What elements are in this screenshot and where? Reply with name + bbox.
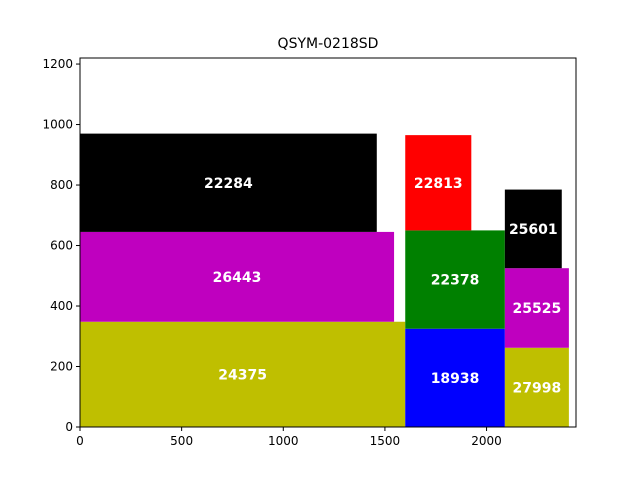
boxes-layer [80,133,569,427]
box-0 [80,321,406,427]
x-tick-label-1: 500 [170,434,193,448]
y-tick-label-3: 600 [50,239,73,253]
x-tick-label-3: 1500 [370,434,401,448]
x-tick-label-4: 2000 [471,434,502,448]
axes: 0 500 1000 1500 2000 0 200 400 600 800 1000 1200 [42,57,577,448]
box-labels-layer: 24375 26443 22284 18938 22378 22813 27998 25525… [204,176,561,397]
box-label-8: 25601 [509,222,558,238]
box-label-0: 24375 [218,367,267,383]
y-tick-label-4: 800 [50,178,73,192]
box-label-3: 18938 [431,371,480,387]
box-label-2: 22284 [204,176,253,192]
x-tick-label-2: 1000 [268,434,299,448]
y-tick-label-5: 1000 [42,118,73,132]
x-tick-label-0: 0 [76,434,84,448]
box-3 [405,328,505,427]
chart-title: QSYM-0218SD [278,36,379,52]
box-8 [504,189,562,269]
box-2 [80,133,377,232]
box-label-5: 22813 [414,176,463,192]
box-label-1: 26443 [213,270,262,286]
box-5 [405,135,472,231]
box-label-4: 22378 [431,273,480,289]
y-tick-label-0: 0 [65,420,73,434]
box-1 [80,231,395,322]
box-label-6: 27998 [513,380,562,396]
y-tick-label-2: 400 [50,299,73,313]
y-tick-label-6: 1200 [42,57,73,71]
y-tick-label-1: 200 [50,360,73,374]
plot-frame [79,57,577,428]
box-6 [504,347,569,427]
box-label-7: 25525 [513,301,562,317]
box-4 [405,230,505,329]
box-7 [504,268,569,348]
